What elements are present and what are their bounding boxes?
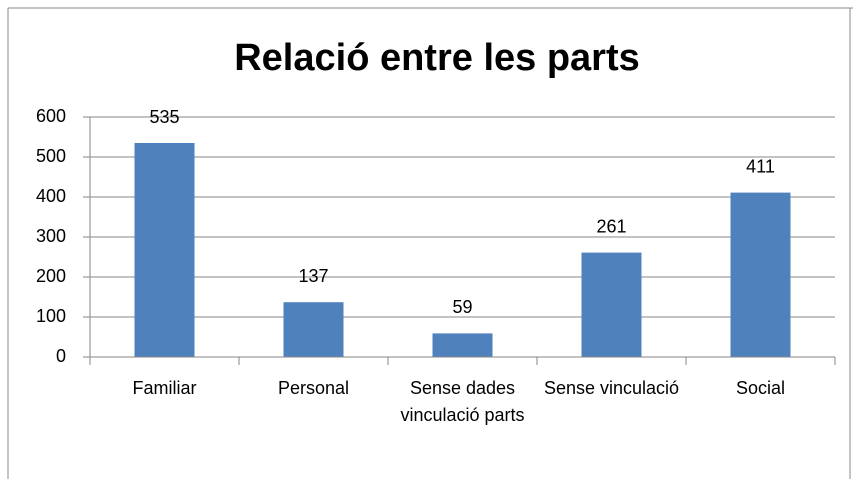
bar bbox=[134, 143, 195, 357]
data-label: 411 bbox=[746, 156, 775, 176]
x-tick-label: Familiar bbox=[132, 378, 197, 398]
y-tick-label: 0 bbox=[56, 346, 66, 366]
x-tick-label: Personal bbox=[277, 378, 350, 398]
y-tick-label: 100 bbox=[36, 306, 66, 326]
data-label: 261 bbox=[596, 216, 626, 236]
bar bbox=[581, 252, 642, 357]
y-tick-label: 500 bbox=[36, 146, 66, 166]
bar bbox=[730, 192, 791, 357]
data-label: 59 bbox=[452, 297, 472, 317]
x-tick-label: Social bbox=[735, 378, 786, 398]
bar bbox=[283, 302, 344, 357]
data-label: 137 bbox=[298, 266, 328, 286]
x-tick-label: Sense dades vinculació parts bbox=[400, 378, 525, 425]
y-tick-label: 600 bbox=[36, 106, 66, 126]
bar bbox=[432, 333, 493, 357]
y-tick-label: 400 bbox=[36, 186, 66, 206]
data-label: 535 bbox=[149, 107, 179, 127]
x-tick-label: Sense vinculació bbox=[543, 378, 680, 398]
y-tick-label: 300 bbox=[36, 226, 66, 246]
chart-title: Relació entre les parts bbox=[234, 37, 640, 79]
y-tick-label: 200 bbox=[36, 266, 66, 286]
